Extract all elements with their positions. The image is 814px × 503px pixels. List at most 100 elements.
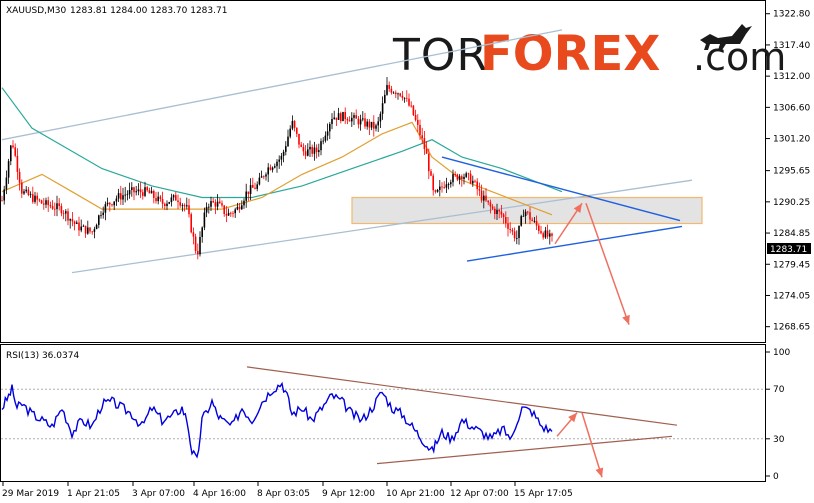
- candle-body: [520, 216, 522, 226]
- candle-body: [535, 220, 538, 226]
- candle-body: [227, 212, 230, 216]
- candle-body: [214, 202, 217, 207]
- candle-body: [439, 186, 441, 190]
- candle-body: [419, 124, 421, 136]
- candle-body: [364, 118, 366, 127]
- candle-body: [25, 189, 27, 192]
- candle-body: [280, 155, 283, 160]
- candle-body: [21, 182, 23, 194]
- candle-body: [340, 113, 342, 122]
- candle-body: [511, 229, 514, 232]
- wedge-lower-line: [466, 225, 683, 262]
- candle-body: [139, 189, 142, 193]
- candle-body: [329, 124, 331, 132]
- candle-body: [58, 203, 60, 206]
- candle-body: [524, 211, 527, 217]
- rsi-forecast-arrow-1-head: [568, 412, 577, 423]
- candle-body: [104, 204, 107, 213]
- candle-body: [113, 201, 115, 206]
- candle-body: [183, 205, 186, 207]
- candle-body: [370, 121, 373, 128]
- price-axis-label: 1317.40: [773, 41, 810, 51]
- candle-body: [98, 215, 100, 225]
- candle-body: [412, 105, 415, 116]
- time-axis-label: 8 Apr 03:05: [257, 489, 310, 499]
- candle-body: [126, 194, 129, 196]
- candle-body: [399, 93, 401, 96]
- time-axis-label: 9 Apr 12:00: [322, 489, 375, 499]
- candle-body: [353, 115, 355, 118]
- candle-body: [359, 119, 362, 125]
- candle-body: [267, 167, 269, 175]
- candle-body: [1, 200, 3, 202]
- candle-body: [366, 121, 368, 127]
- candle-body: [199, 237, 201, 255]
- candle-body: [153, 191, 155, 198]
- candle-body: [177, 200, 179, 203]
- candle-body: [546, 230, 549, 237]
- candle-body: [456, 174, 459, 180]
- candle-body: [454, 174, 456, 175]
- candle-body: [232, 212, 234, 214]
- candle-body: [208, 206, 210, 208]
- candle-body: [375, 125, 377, 129]
- candle-body: [381, 103, 384, 114]
- candle-body: [293, 120, 296, 128]
- candle-body: [450, 182, 452, 185]
- candle-body: [133, 187, 135, 193]
- candle-body: [12, 145, 14, 148]
- rsi-trend-lower: [376, 435, 673, 465]
- candle-body: [23, 191, 25, 194]
- candle-body: [274, 166, 276, 168]
- candle-body: [318, 150, 320, 153]
- candle-body: [40, 200, 43, 204]
- candle-body: [3, 189, 5, 201]
- candle-body: [216, 201, 219, 207]
- candle-body: [373, 121, 375, 129]
- candle-body: [18, 171, 21, 183]
- candle-body: [443, 187, 445, 188]
- candle-body: [230, 212, 232, 214]
- rsi-line: [1, 381, 553, 459]
- candle-body: [205, 206, 208, 213]
- candle-body: [401, 95, 404, 98]
- candle-body: [117, 193, 120, 199]
- candle-body: [335, 117, 338, 120]
- candle-body: [84, 225, 87, 234]
- candle-body: [282, 151, 285, 156]
- candle-body: [538, 225, 540, 231]
- candle-body: [397, 93, 399, 95]
- candle-body: [441, 186, 443, 188]
- candle-body: [428, 153, 430, 172]
- wedge-upper-line: [441, 156, 681, 222]
- candle-body: [137, 189, 140, 192]
- rsi-trend-upper: [246, 366, 678, 426]
- candle-body: [38, 199, 41, 201]
- candle-body: [533, 220, 536, 222]
- candle-body: [93, 229, 96, 232]
- candle-body: [452, 174, 454, 183]
- candle-body: [362, 118, 364, 120]
- candle-body: [29, 194, 32, 195]
- candle-body: [522, 216, 525, 217]
- candle-body: [386, 85, 388, 95]
- price-axis-label: 1306.60: [773, 103, 810, 113]
- price-forecast-arrow-1-head: [573, 203, 582, 213]
- candle-body: [425, 148, 428, 154]
- candle-body: [175, 195, 177, 201]
- candle-body: [421, 135, 423, 139]
- candle-body: [43, 203, 45, 205]
- time-axis-label: 12 Apr 07:00: [450, 489, 509, 499]
- current-price-label: 1283.71: [770, 245, 807, 255]
- torforex-logo: TOR FOREX .com: [392, 24, 786, 82]
- candle-body: [326, 131, 329, 136]
- ma-fast-line: [1, 121, 553, 216]
- candle-body: [529, 212, 531, 220]
- candle-body: [491, 206, 494, 209]
- candle-body: [263, 176, 265, 178]
- rsi-header: RSI(13) 36.0374: [6, 351, 79, 361]
- candle-body: [223, 205, 225, 214]
- candle-body: [51, 206, 54, 209]
- candle-body: [494, 208, 496, 215]
- candle-body: [307, 149, 309, 156]
